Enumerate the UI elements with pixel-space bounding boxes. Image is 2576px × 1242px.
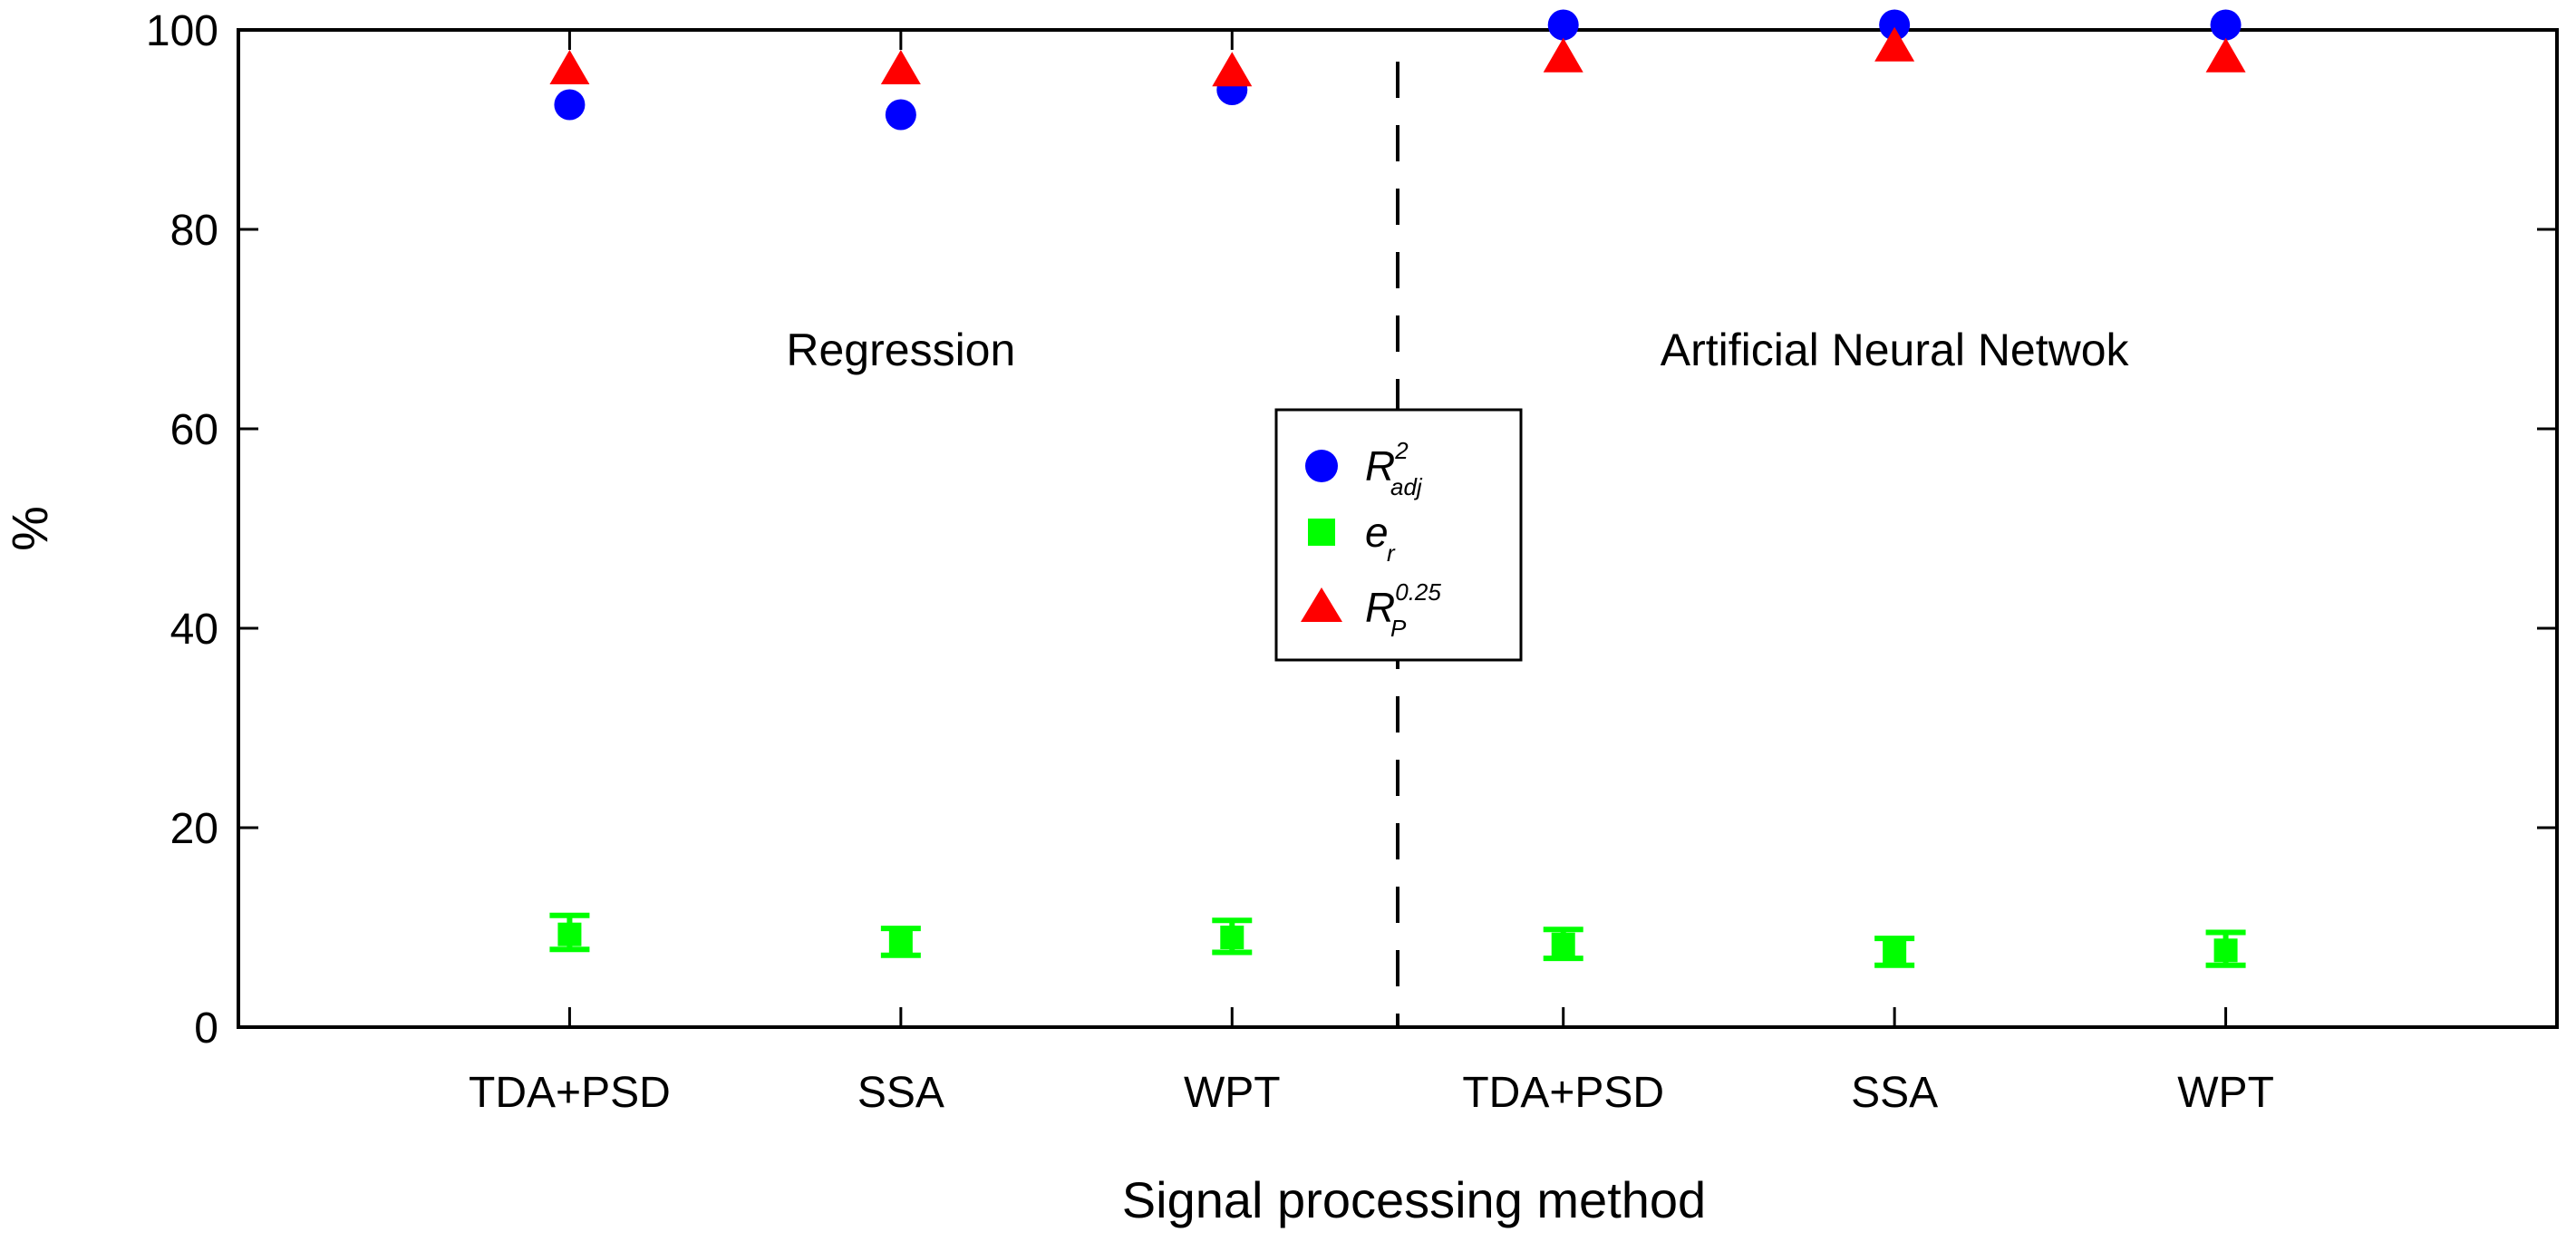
y-axis-label: % bbox=[1, 506, 58, 551]
data-point-r2adj bbox=[885, 99, 916, 131]
data-point-er bbox=[1220, 926, 1244, 949]
data-point-rp bbox=[1874, 26, 1915, 62]
data-point-rp bbox=[2205, 37, 2246, 73]
group-label: Regression bbox=[786, 325, 1015, 375]
data-point-r2adj bbox=[1547, 9, 1579, 41]
x-tick-label: SSA bbox=[857, 1069, 944, 1117]
x-tick-label: WPT bbox=[2177, 1069, 2274, 1117]
data-point-er bbox=[1551, 932, 1575, 956]
data-point-er bbox=[2213, 938, 2238, 963]
data-point-er bbox=[1883, 940, 1907, 965]
legend-entry: er bbox=[1365, 509, 1396, 567]
data-point-r2adj bbox=[2210, 9, 2242, 41]
data-point-r2adj bbox=[1879, 9, 1911, 41]
data-point-rp bbox=[549, 50, 590, 84]
x-tick-label: WPT bbox=[1184, 1069, 1281, 1117]
group-label: Artificial Neural Netwok bbox=[1661, 325, 2130, 375]
x-tick-label: SSA bbox=[1851, 1069, 1938, 1117]
legend-entry: R0.25 P bbox=[1365, 578, 1441, 642]
legend-marker-triangle bbox=[1301, 587, 1342, 622]
legend-marker-square bbox=[1308, 519, 1335, 546]
x-tick-label: TDA+PSD bbox=[1462, 1069, 1664, 1117]
x-axis-label: Signal processing method bbox=[1122, 1171, 1706, 1228]
legend-marker-circle bbox=[1305, 450, 1338, 482]
data-point-r2adj bbox=[554, 89, 586, 121]
data-point-rp bbox=[1543, 37, 1583, 73]
y-tick-label: 60 bbox=[170, 406, 218, 454]
data-point-er bbox=[888, 930, 913, 955]
y-tick-label: 80 bbox=[170, 207, 218, 255]
data-point-rp bbox=[880, 50, 921, 84]
data-point-rp bbox=[1212, 52, 1253, 87]
y-tick-label: 40 bbox=[170, 606, 218, 654]
x-tick-label: TDA+PSD bbox=[469, 1069, 671, 1117]
y-tick-label: 0 bbox=[194, 1004, 218, 1053]
y-tick-label: 20 bbox=[170, 805, 218, 853]
legend-entry: R2 adj bbox=[1365, 437, 1423, 500]
y-tick-label: 100 bbox=[146, 7, 218, 55]
data-point-er bbox=[557, 922, 582, 946]
